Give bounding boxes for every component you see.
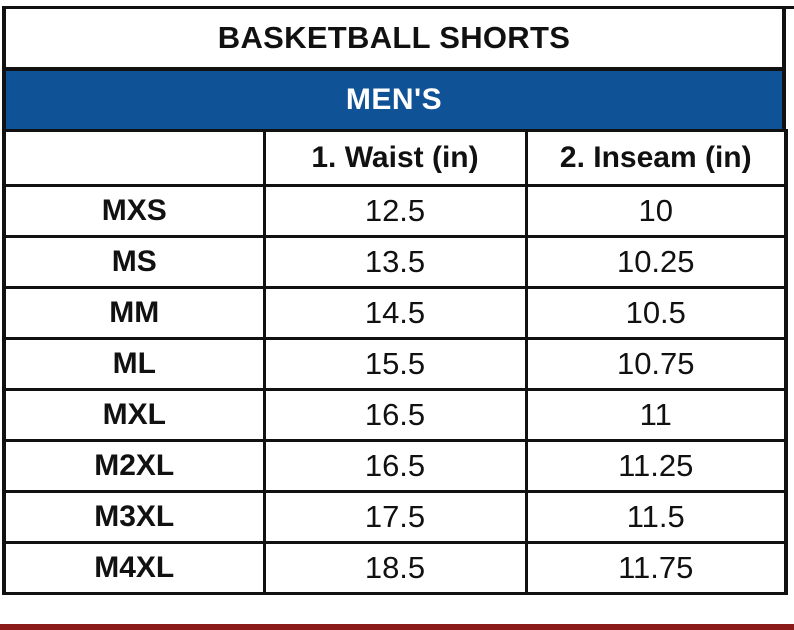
table-row: M2XL 16.5 11.25	[6, 439, 788, 493]
waist-value: 12.5	[262, 184, 528, 238]
chart-title: BASKETBALL SHORTS	[6, 6, 786, 67]
section-header-mens: MEN'S	[6, 67, 786, 129]
waist-value: 17.5	[262, 490, 528, 544]
size-label: M4XL	[6, 541, 266, 595]
waist-value: 16.5	[262, 388, 528, 442]
size-label: M3XL	[6, 490, 266, 544]
table-row: ML 15.5 10.75	[6, 337, 788, 391]
table-row: MS 13.5 10.25	[6, 235, 788, 289]
inseam-value: 11.5	[524, 490, 788, 544]
column-header-inseam: 2. Inseam (in)	[524, 129, 788, 187]
inseam-value: 11	[524, 388, 788, 442]
waist-value: 16.5	[262, 439, 528, 493]
table-row: MM 14.5 10.5	[6, 286, 788, 340]
table-row: MXL 16.5 11	[6, 388, 788, 442]
table-row: MXS 12.5 10	[6, 184, 788, 238]
inseam-value: 11.75	[524, 541, 788, 595]
table-row: M3XL 17.5 11.5	[6, 490, 788, 544]
inseam-value: 10	[524, 184, 788, 238]
waist-value: 18.5	[262, 541, 528, 595]
size-label: M2XL	[6, 439, 266, 493]
size-label: MXL	[6, 388, 266, 442]
size-label: MXS	[6, 184, 266, 238]
inseam-value: 10.75	[524, 337, 788, 391]
size-label: ML	[6, 337, 266, 391]
column-header-size	[6, 129, 266, 187]
table-row: M4XL 18.5 11.75	[6, 541, 788, 595]
size-label: MM	[6, 286, 266, 340]
column-header-row: 1. Waist (in) 2. Inseam (in)	[6, 129, 788, 187]
size-chart: BASKETBALL SHORTS MEN'S 1. Waist (in) 2.…	[2, 6, 788, 595]
inseam-value: 11.25	[524, 439, 788, 493]
adjacent-cell-edge	[784, 6, 794, 68]
column-header-waist: 1. Waist (in)	[262, 129, 528, 187]
size-label: MS	[6, 235, 266, 289]
waist-value: 13.5	[262, 235, 528, 289]
size-table: 1. Waist (in) 2. Inseam (in) MXS 12.5 10…	[6, 129, 788, 595]
inseam-value: 10.5	[524, 286, 788, 340]
inseam-value: 10.25	[524, 235, 788, 289]
bottom-accent-line	[0, 624, 794, 630]
waist-value: 14.5	[262, 286, 528, 340]
waist-value: 15.5	[262, 337, 528, 391]
